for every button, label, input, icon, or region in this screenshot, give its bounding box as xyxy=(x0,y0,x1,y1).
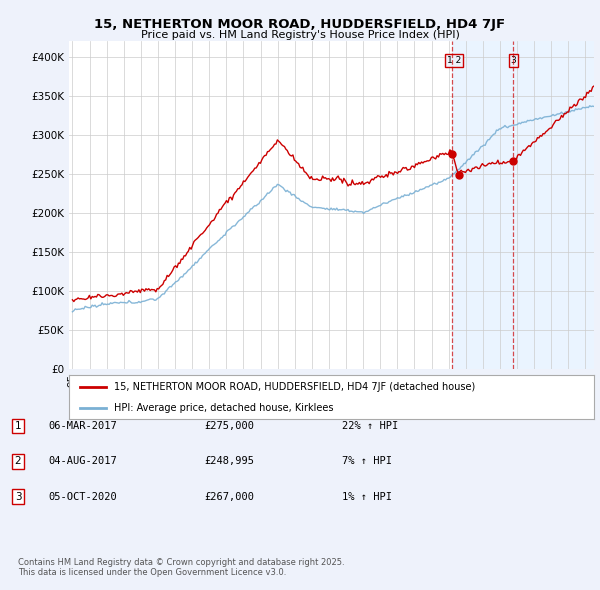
Text: 7% ↑ HPI: 7% ↑ HPI xyxy=(342,457,392,466)
Text: HPI: Average price, detached house, Kirklees: HPI: Average price, detached house, Kirk… xyxy=(113,403,333,413)
Text: 1% ↑ HPI: 1% ↑ HPI xyxy=(342,492,392,502)
Text: Contains HM Land Registry data © Crown copyright and database right 2025.
This d: Contains HM Land Registry data © Crown c… xyxy=(18,558,344,577)
Text: £267,000: £267,000 xyxy=(204,492,254,502)
Text: 15, NETHERTON MOOR ROAD, HUDDERSFIELD, HD4 7JF: 15, NETHERTON MOOR ROAD, HUDDERSFIELD, H… xyxy=(94,18,506,31)
Text: 05-OCT-2020: 05-OCT-2020 xyxy=(48,492,117,502)
Text: 3: 3 xyxy=(14,492,22,502)
Text: 15, NETHERTON MOOR ROAD, HUDDERSFIELD, HD4 7JF (detached house): 15, NETHERTON MOOR ROAD, HUDDERSFIELD, H… xyxy=(113,382,475,392)
Text: Price paid vs. HM Land Registry's House Price Index (HPI): Price paid vs. HM Land Registry's House … xyxy=(140,30,460,40)
Text: 2: 2 xyxy=(14,457,22,466)
Text: 06-MAR-2017: 06-MAR-2017 xyxy=(48,421,117,431)
Text: 04-AUG-2017: 04-AUG-2017 xyxy=(48,457,117,466)
Text: 1: 1 xyxy=(14,421,22,431)
Text: 1 2: 1 2 xyxy=(447,56,461,65)
Text: 3: 3 xyxy=(511,56,517,65)
Text: £248,995: £248,995 xyxy=(204,457,254,466)
Text: 22% ↑ HPI: 22% ↑ HPI xyxy=(342,421,398,431)
Text: £275,000: £275,000 xyxy=(204,421,254,431)
Bar xyxy=(452,41,594,369)
